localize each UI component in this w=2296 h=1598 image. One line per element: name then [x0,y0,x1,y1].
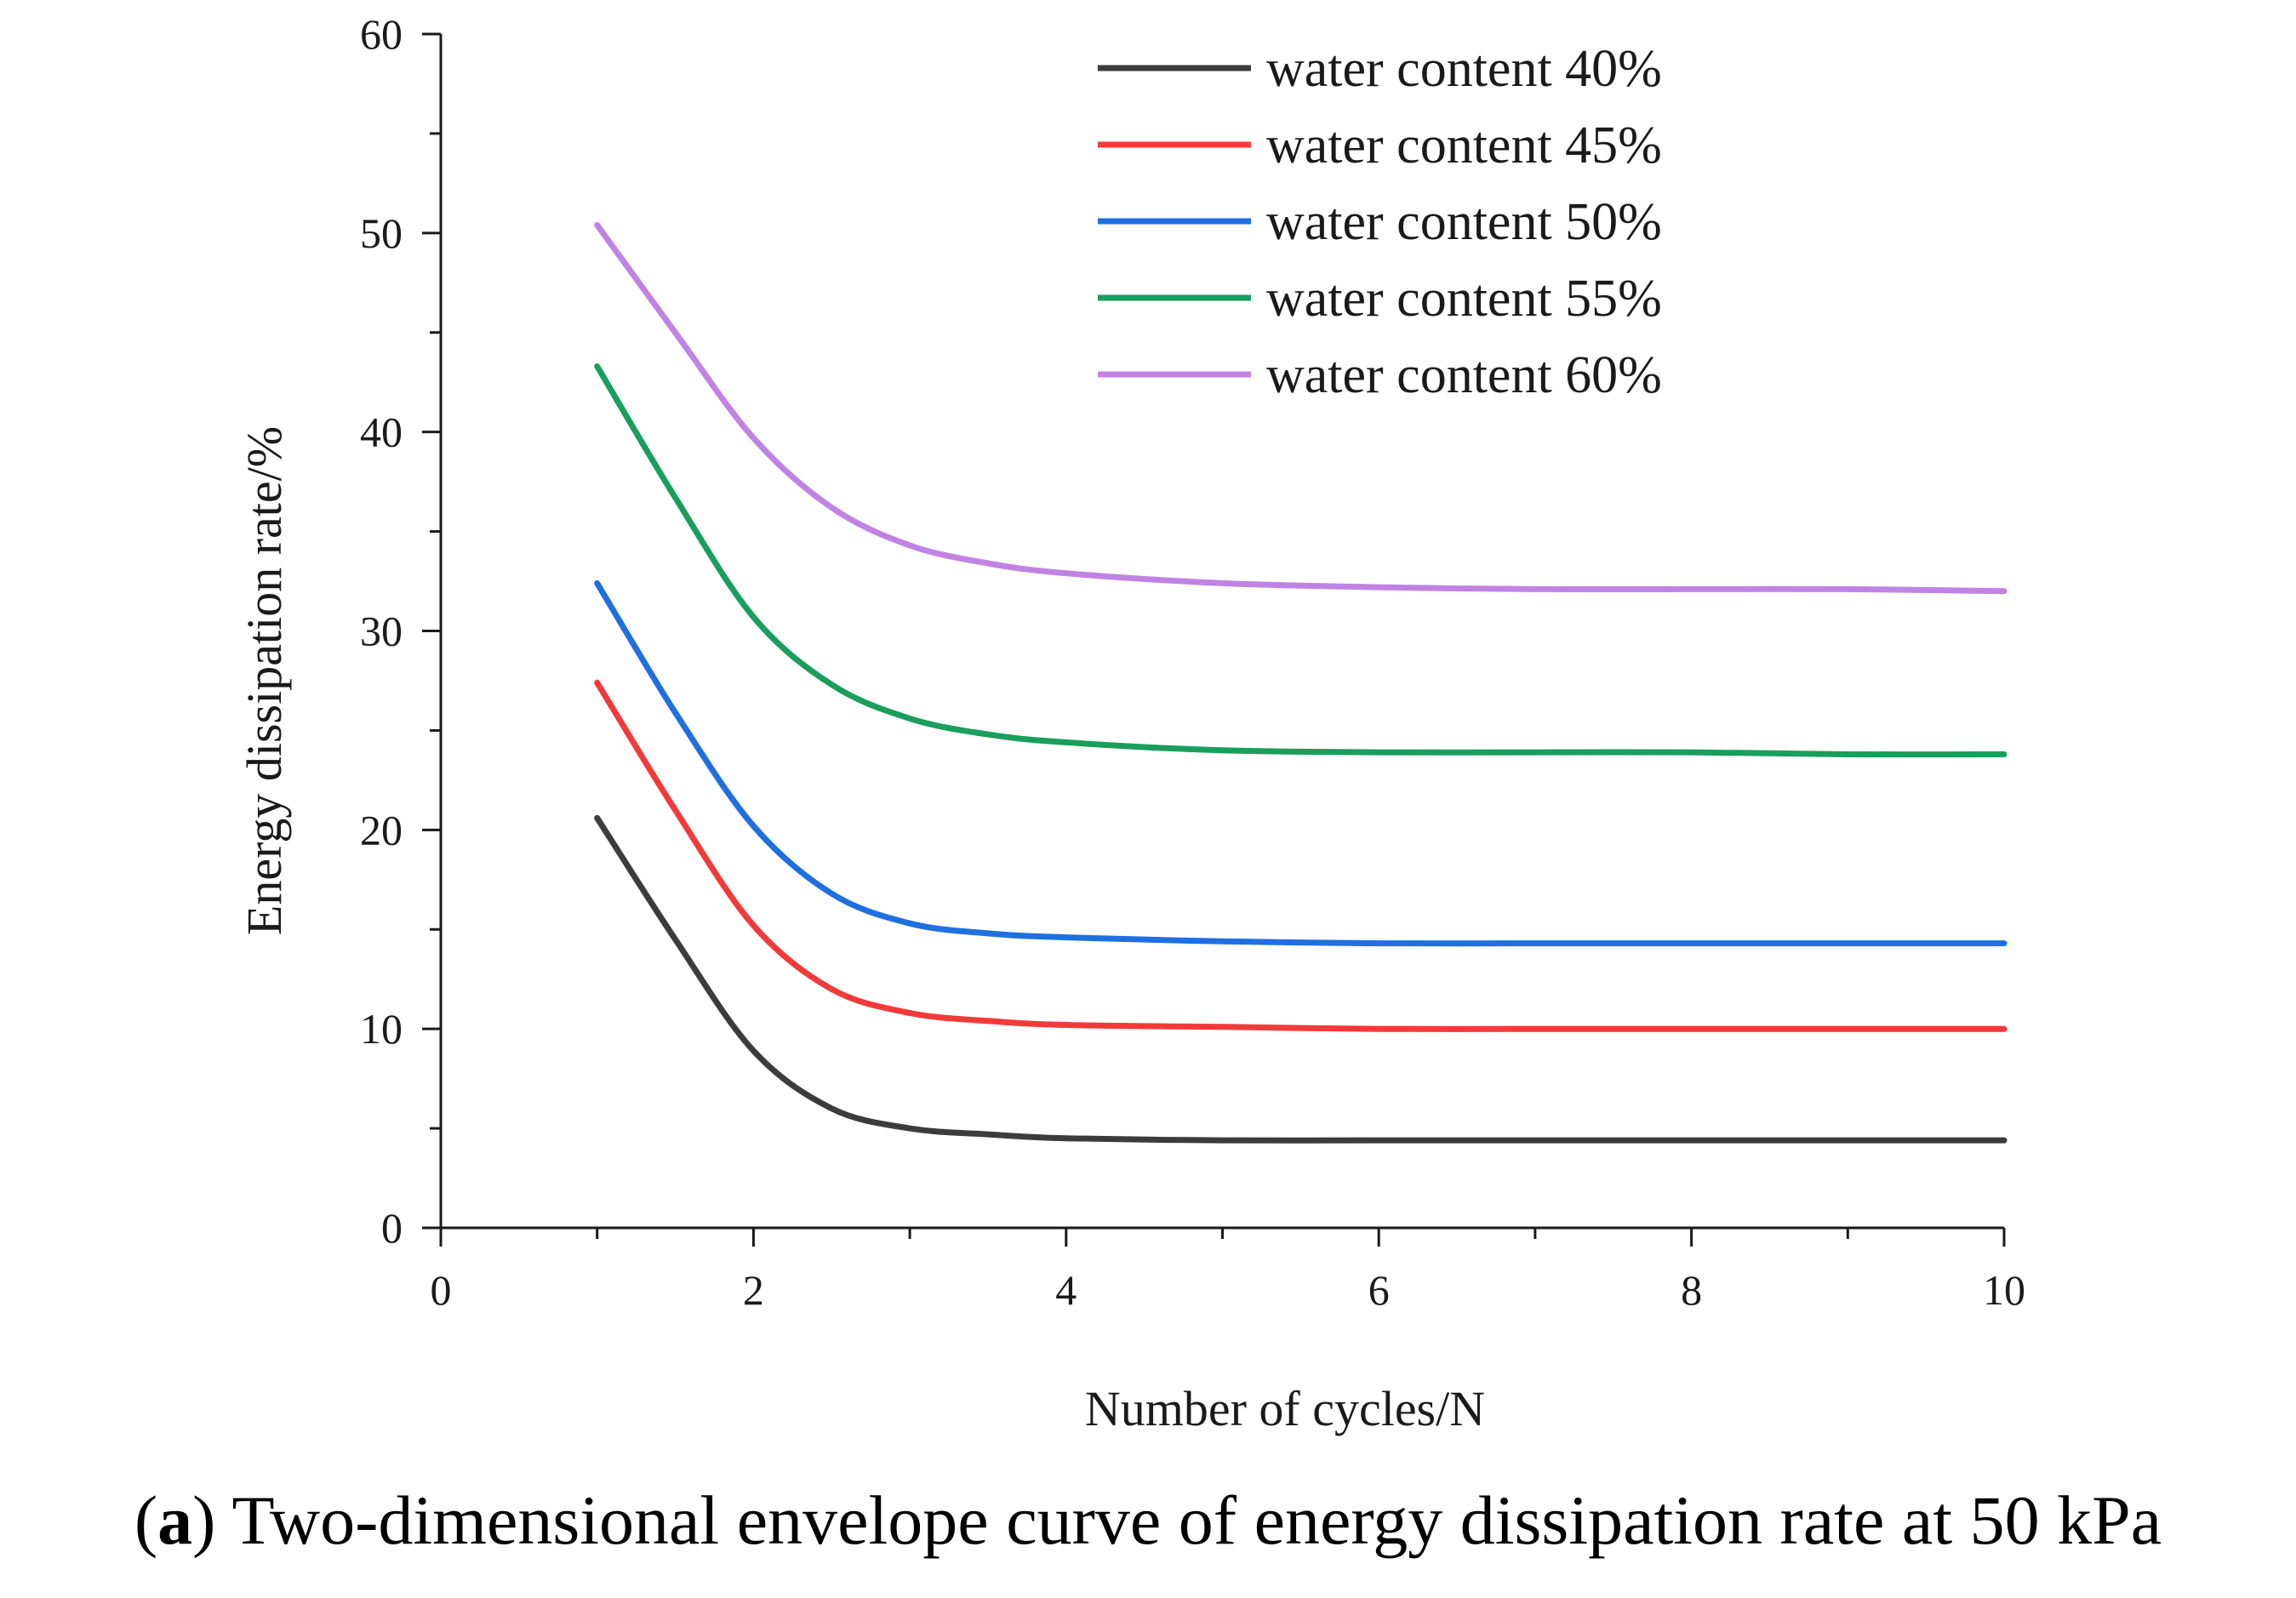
y-tick-label: 10 [360,1005,403,1053]
series-line-3 [594,579,2008,947]
y-tick-label: 0 [381,1204,403,1252]
series-line-1 [594,814,2008,1144]
series-line-4 [594,363,2008,758]
caption-text: Two-dimensional envelope curve of energy… [231,1481,2162,1559]
y-tick-label: 50 [360,209,403,257]
series-line-2 [594,679,2008,1032]
legend-label-4: water content 55% [1266,270,1662,328]
legend-label-1: water content 40% [1266,40,1662,98]
x-tick-label: 8 [1681,1266,1702,1314]
caption-label: a [157,1481,193,1559]
legend-label-2: water content 45% [1266,117,1662,174]
x-axis-title: Number of cycles/N [1085,1381,1485,1436]
x-tick-label: 10 [1983,1266,2025,1314]
axes [439,34,2004,1230]
y-tick-label: 20 [360,806,403,853]
ticks: 0 2 4 6 8 10 0 10 20 30 40 50 60 [360,10,2025,1314]
x-tick-label: 4 [1055,1266,1077,1314]
series-line-5 [594,222,2008,595]
x-tick-label: 2 [743,1266,764,1314]
y-tick-label: 60 [360,10,403,58]
figure-caption: (a) Two-dimensional envelope curve of en… [134,1481,2162,1559]
legend: water content 40% water content 45% water … [1098,40,1662,404]
y-tick-label: 30 [360,608,403,655]
y-tick-label: 40 [360,408,403,456]
legend-label-3: water content 50% [1266,193,1662,251]
y-axis-title: Energy dissipation rate/% [237,426,292,935]
legend-label-5: water content 60% [1266,346,1662,404]
x-tick-label: 6 [1368,1266,1390,1314]
series-lines [594,222,2008,1144]
x-tick-label: 0 [431,1266,452,1314]
